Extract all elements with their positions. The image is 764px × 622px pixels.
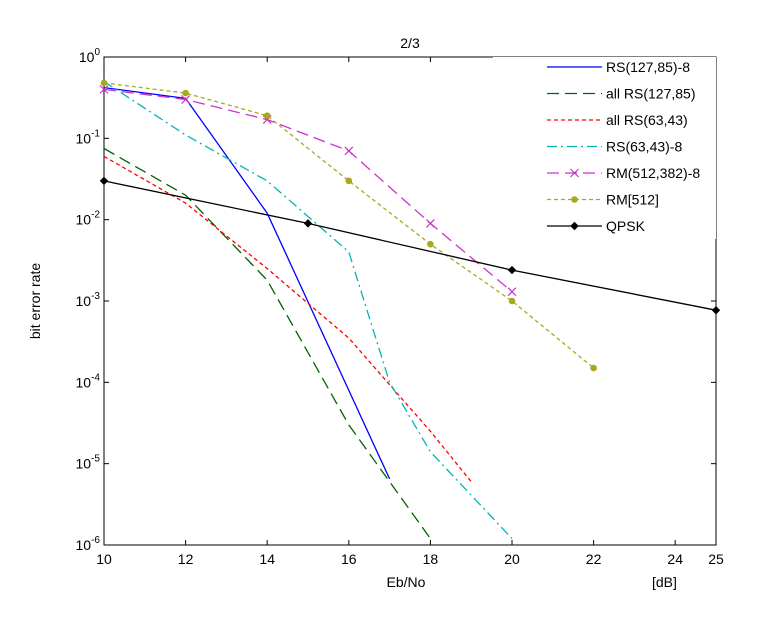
legend-label: all RS(127,85): [606, 86, 696, 102]
legend-entry: RM[512]: [547, 192, 659, 208]
x-axis-label: Eb/No: [387, 574, 426, 590]
legend-entry: RS(63,43)-8: [547, 139, 682, 155]
y-tick-label: 10-5: [76, 454, 101, 472]
legend-entry: RS(127,85)-8: [547, 59, 690, 75]
y-tick-exponent: 0: [94, 47, 100, 58]
series-0: [103, 86, 391, 480]
series-line: [103, 180, 717, 311]
legend-label: RM[512]: [606, 192, 659, 208]
x-tick-label: 22: [586, 551, 602, 567]
data-point: [425, 218, 435, 228]
data-point: [344, 146, 354, 156]
data-point: [263, 112, 271, 119]
data-point: [182, 89, 189, 97]
legend-label: all RS(63,43): [606, 112, 688, 128]
legend-label: QPSK: [606, 218, 646, 234]
legend-marker: [571, 196, 578, 203]
x-tick-label: 16: [341, 551, 357, 567]
legend-entry: RM(512,382)-8: [547, 165, 700, 181]
y-tick-label: 10-3: [76, 291, 101, 309]
legend-entry: QPSK: [547, 218, 646, 234]
data-point: [590, 364, 597, 372]
legend-label: RM(512,382)-8: [606, 165, 700, 181]
legend-box: [493, 57, 716, 239]
data-point: [100, 79, 108, 87]
series-6: [99, 176, 721, 315]
y-tick-label: 10-1: [76, 128, 101, 146]
y-tick-label: 10-4: [76, 372, 101, 390]
y-tick-exponent: -1: [91, 128, 100, 139]
series-1: [103, 147, 431, 539]
x-tick-label: 10: [96, 551, 112, 567]
data-point: [427, 240, 434, 248]
data-point: [508, 297, 516, 305]
x-tick-label: 20: [504, 551, 520, 567]
x-tick-label: 24: [667, 551, 683, 567]
y-tick-label: 100: [79, 47, 101, 65]
y-tick-label: 10-6: [76, 535, 101, 553]
series-group: [99, 79, 721, 540]
data-point: [303, 219, 313, 228]
data-point: [345, 177, 353, 185]
x-tick-label: 25: [708, 551, 724, 567]
data-point: [99, 176, 109, 186]
x-tick-label: 14: [259, 551, 275, 567]
x-tick-label: 12: [178, 551, 194, 567]
series-line: [103, 147, 431, 539]
y-tick-exponent: -3: [91, 291, 100, 302]
chart-title: 2/3: [400, 35, 420, 51]
legend-entry: all RS(127,85): [547, 86, 696, 102]
legend-marker: [570, 221, 579, 231]
y-tick-label: 10-2: [76, 210, 101, 228]
y-tick-exponent: -6: [91, 535, 100, 546]
data-point: [99, 84, 109, 94]
legend-label: RS(127,85)-8: [606, 59, 690, 75]
data-point: [507, 265, 517, 275]
legend-entry: all RS(63,43): [547, 112, 688, 128]
legend-label: RS(63,43)-8: [606, 139, 682, 155]
data-point: [711, 306, 721, 315]
series-5: [100, 79, 597, 372]
y-axis-label: bit error rate: [27, 263, 43, 339]
x-tick-label: 18: [423, 551, 439, 567]
legend-marker: [570, 168, 579, 178]
x-axis-unit-label: [dB]: [652, 574, 677, 590]
series-line: [103, 86, 391, 480]
y-tick-exponent: -2: [91, 210, 100, 221]
data-point: [181, 95, 191, 104]
legend: RS(127,85)-8 all RS(127,85) all RS(63,43) R…: [493, 57, 716, 239]
y-tick-exponent: -4: [91, 372, 100, 383]
data-point: [507, 287, 517, 297]
axis-ticks: 10 12 14 16 18 20 22 24 25 100 10-1 10-2 10-3 10-4 10-…: [76, 47, 724, 567]
series-line: [103, 88, 513, 293]
y-tick-exponent: -5: [91, 454, 100, 465]
